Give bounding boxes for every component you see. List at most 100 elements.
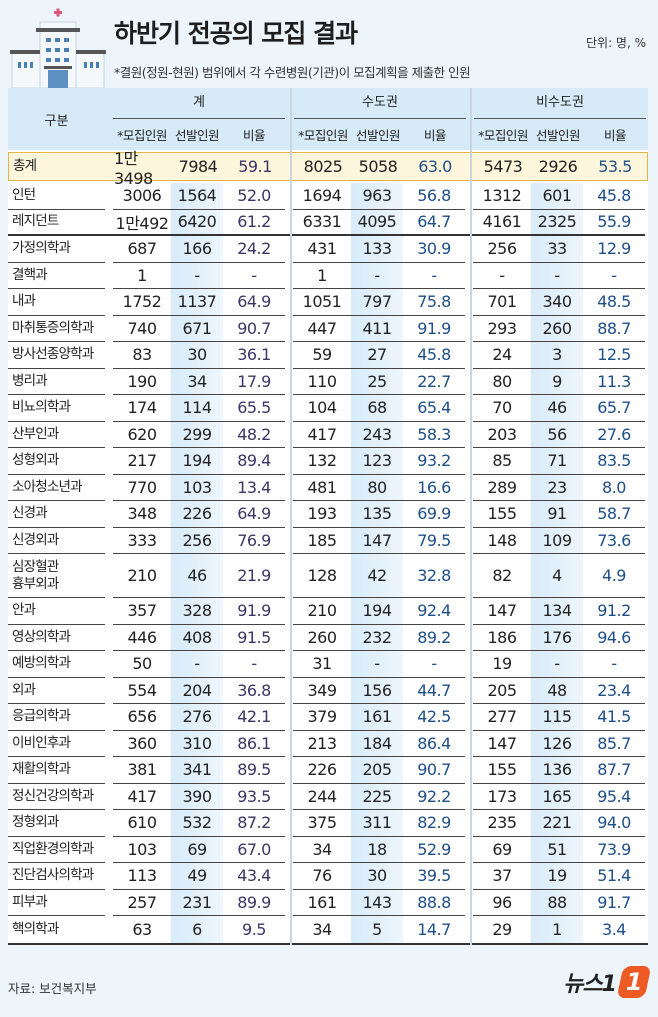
- table-row: 가정의학과 687 166 24.2 431 133 30.9 256 33 12.9: [8, 236, 648, 263]
- row-label: 예방의학과: [8, 651, 105, 678]
- row-label: 이비인후과: [8, 731, 105, 757]
- row-label: 내과: [8, 289, 105, 316]
- selected-cell: 91: [531, 501, 583, 528]
- cell-spacer: [105, 369, 113, 396]
- ratio-cell: 89.5: [223, 757, 285, 784]
- table-row: 정신건강의학과 417 390 93.5 244 225 92.2 173 165 95.4: [8, 783, 648, 810]
- ratio-cell: -: [403, 263, 465, 289]
- recruit-cell: 210: [293, 598, 351, 625]
- recruit-cell: 1만492: [113, 210, 171, 236]
- recruit-cell: 348: [113, 501, 171, 528]
- recruit-cell: 260: [293, 625, 351, 651]
- cell-spacer: [465, 210, 473, 236]
- ratio-cell: 52.0: [223, 183, 285, 210]
- row-label: 가정의학과: [8, 236, 105, 263]
- cell-spacer: [105, 528, 113, 555]
- hospital-icon: [10, 8, 106, 88]
- selected-cell: 114: [171, 395, 223, 422]
- table-row: 정형외과 610 532 87.2 375 311 82.9 235 221 94.0: [8, 810, 648, 837]
- selected-cell: 194: [171, 448, 223, 475]
- ratio-cell: 42.5: [403, 704, 465, 731]
- selected-cell: 225: [351, 783, 403, 810]
- recruit-cell: 381: [113, 757, 171, 784]
- recruit-cell: 110: [293, 369, 351, 395]
- ratio-cell: 65.5: [223, 395, 285, 422]
- group-header-non-capital: 비수도권 *모집인원 선발인원 비율: [474, 88, 646, 150]
- ratio-cell: 53.5: [598, 157, 632, 176]
- ratio-cell: 30.9: [403, 236, 465, 263]
- ratio-cell: 91.7: [583, 890, 645, 916]
- row-label: 정신건강의학과: [8, 784, 105, 810]
- ratio-cell: 93.2: [403, 448, 465, 475]
- ratio-cell: 75.8: [403, 289, 465, 316]
- table-row: 피부과 257 231 89.9 161 143 88.8 96 88 91.7: [8, 889, 648, 916]
- recruit-cell: 277: [473, 704, 531, 731]
- group-name: 비수도권: [474, 88, 646, 119]
- ratio-cell: 11.3: [583, 369, 645, 395]
- selected-cell: -: [351, 262, 403, 289]
- recruit-cell: 173: [473, 784, 531, 810]
- recruit-cell: 8025: [303, 157, 343, 176]
- selected-cell: 3: [531, 342, 583, 369]
- recruit-cell: 293: [473, 316, 531, 342]
- row-label: 심장혈관 흉부외과: [8, 554, 105, 598]
- selected-cell: -: [531, 651, 583, 678]
- selected-cell: 25: [351, 368, 403, 395]
- col-selected: 선발인원: [535, 128, 581, 143]
- ratio-cell: 91.2: [583, 598, 645, 625]
- selected-cell: 68: [351, 395, 403, 422]
- recruit-cell: 186: [473, 625, 531, 651]
- recruit-cell: 59: [293, 342, 351, 369]
- ratio-cell: 52.9: [403, 837, 465, 863]
- ratio-cell: 58.3: [403, 422, 465, 448]
- ratio-cell: 89.9: [223, 890, 285, 916]
- selected-cell: 194: [351, 598, 403, 625]
- ratio-cell: 91.5: [223, 625, 285, 651]
- row-label: 소아청소년과: [8, 475, 105, 501]
- cell-spacer: [285, 210, 293, 236]
- recruit-cell: 148: [473, 528, 531, 554]
- selected-cell: 390: [171, 783, 223, 810]
- ratio-cell: 91.9: [403, 316, 465, 342]
- row-label: 안과: [8, 598, 105, 625]
- row-label: 레지던트: [8, 210, 105, 236]
- group-header-total: 계 *모집인원 선발인원 비율: [113, 88, 285, 150]
- ratio-cell: 36.1: [223, 342, 285, 369]
- recruit-cell: 446: [113, 625, 171, 651]
- ratio-cell: 61.2: [223, 210, 285, 236]
- selected-cell: 7984: [178, 157, 218, 176]
- ratio-cell: 59.1: [238, 157, 272, 176]
- ratio-cell: 12.9: [583, 236, 645, 263]
- cell-spacer: [105, 475, 113, 502]
- selected-cell: 231: [171, 889, 223, 916]
- ratio-cell: 23.4: [583, 678, 645, 704]
- col-selected: 선발인원: [174, 128, 220, 143]
- recruit-cell: 656: [113, 704, 171, 731]
- table-row: 비뇨의학과 174 114 65.5 104 68 65.4 70 46 65.7: [8, 395, 648, 422]
- ratio-cell: 42.1: [223, 704, 285, 731]
- selected-cell: 2325: [531, 209, 583, 236]
- table-header: 구분 계 *모집인원 선발인원 비율 수도권 *모집인원 선발인원 비율 비수도권 *모…: [8, 88, 648, 150]
- cell-spacer: [106, 153, 114, 180]
- ratio-cell: 9.5: [242, 919, 266, 939]
- ratio-cell: 90.7: [223, 316, 285, 342]
- ratio-cell: 69.9: [403, 501, 465, 528]
- recruit-cell: 257: [113, 890, 171, 916]
- row-label: 영상의학과: [8, 625, 105, 651]
- recruit-cell: 34: [293, 837, 351, 863]
- recruit-cell: 155: [473, 757, 531, 784]
- selected-cell: 143: [351, 889, 403, 916]
- ratio-cell: 3.4: [602, 919, 626, 939]
- ratio-cell: 76.9: [223, 528, 285, 554]
- col-recruit: *모집인원: [478, 128, 528, 143]
- ratio-cell: 36.8: [223, 678, 285, 704]
- recruit-cell: 3006: [113, 183, 171, 210]
- table-row: 진단검사의학과 113 49 43.4 76 30 39.5 37 19 51.4: [8, 863, 648, 890]
- table-row: 재활의학과 381 341 89.5 226 205 90.7 155 136 87.7: [8, 757, 648, 784]
- recruit-cell: 289: [473, 475, 531, 501]
- selected-cell: 204: [171, 677, 223, 704]
- selected-cell: 601: [531, 183, 583, 210]
- row-label: 핵의학과: [12, 920, 59, 937]
- cell-spacer: [105, 422, 113, 449]
- col-ratio: 비율: [423, 128, 447, 143]
